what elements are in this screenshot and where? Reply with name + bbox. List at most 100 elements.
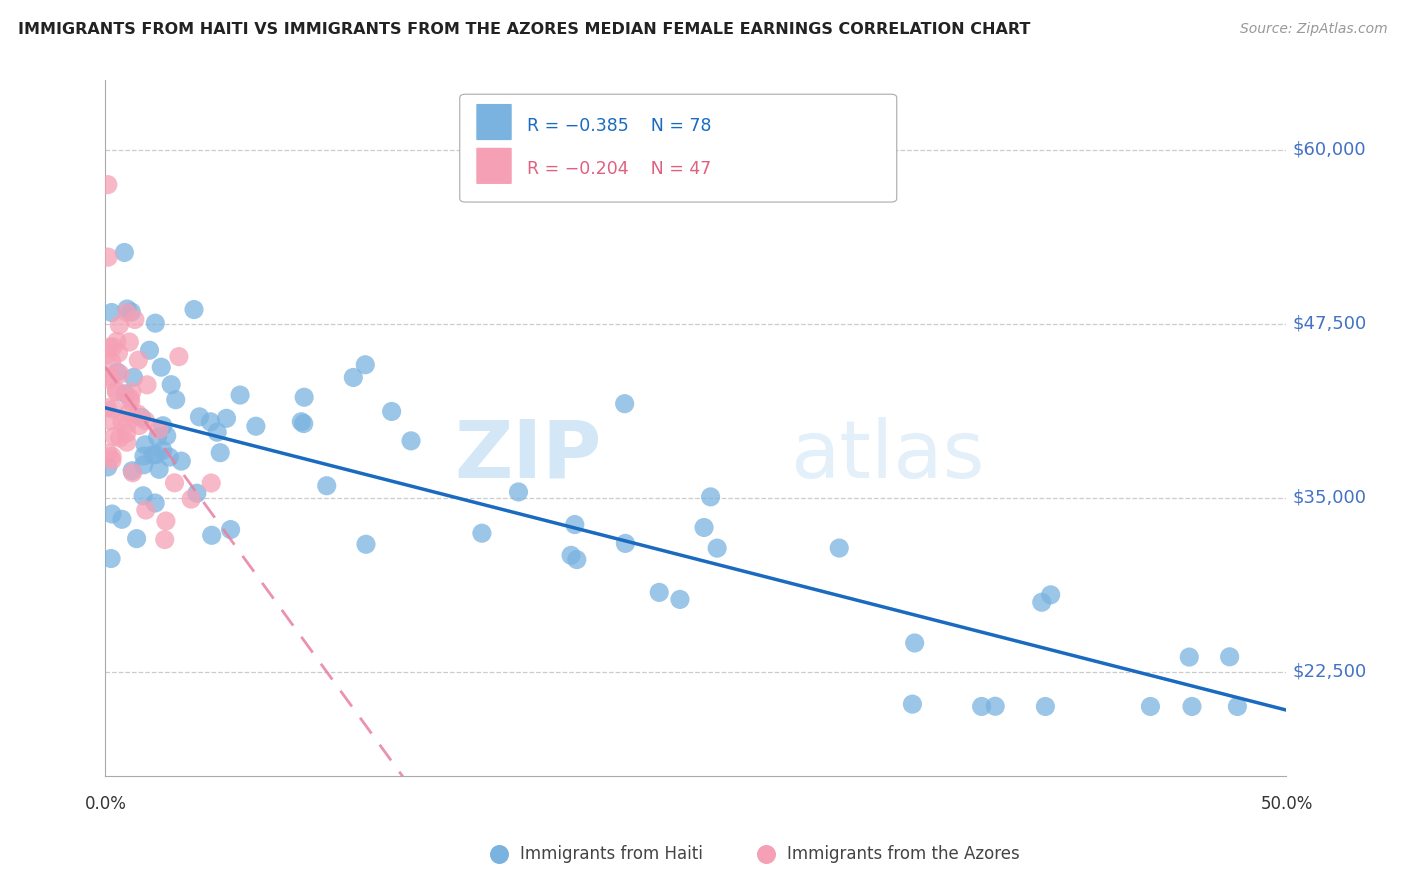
Point — [108, 367, 131, 381]
Point — [155, 514, 177, 528]
Text: IMMIGRANTS FROM HAITI VS IMMIGRANTS FROM THE AZORES MEDIAN FEMALE EARNINGS CORRE: IMMIGRANTS FROM HAITI VS IMMIGRANTS FROM… — [18, 22, 1031, 37]
Point — [105, 334, 128, 349]
Point — [100, 551, 122, 566]
Point — [128, 418, 150, 433]
Point — [111, 512, 134, 526]
Point — [292, 417, 315, 431]
Point — [984, 699, 1007, 714]
Point — [100, 355, 122, 369]
Point — [970, 699, 993, 714]
Point — [200, 415, 222, 429]
Point — [648, 585, 671, 599]
Text: Immigrants from Haiti: Immigrants from Haiti — [520, 845, 703, 863]
Point — [143, 496, 166, 510]
Point — [142, 448, 165, 462]
Point — [105, 365, 128, 379]
Point — [613, 397, 636, 411]
Point — [1035, 699, 1057, 714]
Point — [508, 485, 530, 500]
Point — [209, 445, 232, 459]
Point — [1178, 650, 1201, 665]
Point — [121, 384, 143, 399]
Point — [564, 517, 586, 532]
Point — [134, 438, 156, 452]
Point — [108, 431, 131, 445]
Text: R = −0.385    N = 78: R = −0.385 N = 78 — [527, 117, 711, 135]
FancyBboxPatch shape — [477, 148, 512, 184]
Point — [145, 448, 167, 462]
Point — [180, 492, 202, 507]
Point — [122, 370, 145, 384]
Point — [105, 384, 128, 398]
Point — [146, 430, 169, 444]
Point — [229, 388, 252, 402]
Point — [121, 466, 143, 480]
Point — [399, 434, 422, 448]
Point — [117, 417, 139, 432]
Point — [188, 409, 211, 424]
Point — [101, 450, 124, 464]
Point — [120, 394, 142, 409]
Point — [163, 475, 186, 490]
Text: $22,500: $22,500 — [1292, 663, 1367, 681]
Point — [96, 348, 118, 362]
Point — [755, 847, 778, 862]
Point — [132, 449, 155, 463]
Point — [132, 489, 155, 503]
Point — [103, 402, 125, 417]
Point — [904, 636, 927, 650]
Point — [167, 350, 190, 364]
Text: $60,000: $60,000 — [1292, 141, 1367, 159]
Point — [614, 536, 637, 550]
Point — [97, 178, 120, 192]
Point — [98, 370, 121, 384]
Point — [292, 390, 315, 404]
Point — [115, 301, 138, 316]
Point — [97, 250, 120, 264]
Point — [103, 429, 125, 443]
Point — [290, 415, 312, 429]
Point — [354, 358, 377, 372]
Point — [124, 312, 146, 326]
Point — [560, 549, 582, 563]
Point — [97, 446, 120, 460]
Point — [160, 377, 183, 392]
Point — [156, 429, 179, 443]
Point — [148, 462, 170, 476]
Point — [148, 422, 170, 436]
Point — [381, 404, 404, 418]
FancyBboxPatch shape — [460, 95, 897, 202]
Point — [693, 520, 716, 534]
Point — [150, 360, 173, 375]
Point — [706, 541, 728, 556]
Point — [186, 486, 208, 500]
Text: $35,000: $35,000 — [1292, 489, 1367, 507]
Point — [135, 503, 157, 517]
Point — [101, 453, 124, 467]
Text: $47,500: $47,500 — [1292, 315, 1367, 333]
Text: Source: ZipAtlas.com: Source: ZipAtlas.com — [1240, 22, 1388, 37]
Point — [114, 387, 136, 401]
Point — [699, 490, 721, 504]
Point — [125, 532, 148, 546]
Point — [901, 697, 924, 711]
Point — [127, 407, 149, 421]
Point — [118, 406, 141, 420]
Point — [152, 443, 174, 458]
Point — [112, 245, 135, 260]
Point — [105, 384, 128, 399]
Text: 0.0%: 0.0% — [84, 795, 127, 813]
Point — [100, 305, 122, 319]
Text: R = −0.204    N = 47: R = −0.204 N = 47 — [527, 161, 711, 178]
Point — [170, 454, 193, 468]
Point — [152, 418, 174, 433]
Text: atlas: atlas — [790, 417, 984, 495]
Point — [565, 552, 588, 566]
Point — [115, 435, 138, 450]
Point — [100, 414, 122, 428]
Point — [120, 305, 142, 319]
Text: Immigrants from the Azores: Immigrants from the Azores — [787, 845, 1021, 863]
Point — [101, 507, 124, 521]
Point — [1031, 595, 1053, 609]
Point — [200, 476, 222, 491]
